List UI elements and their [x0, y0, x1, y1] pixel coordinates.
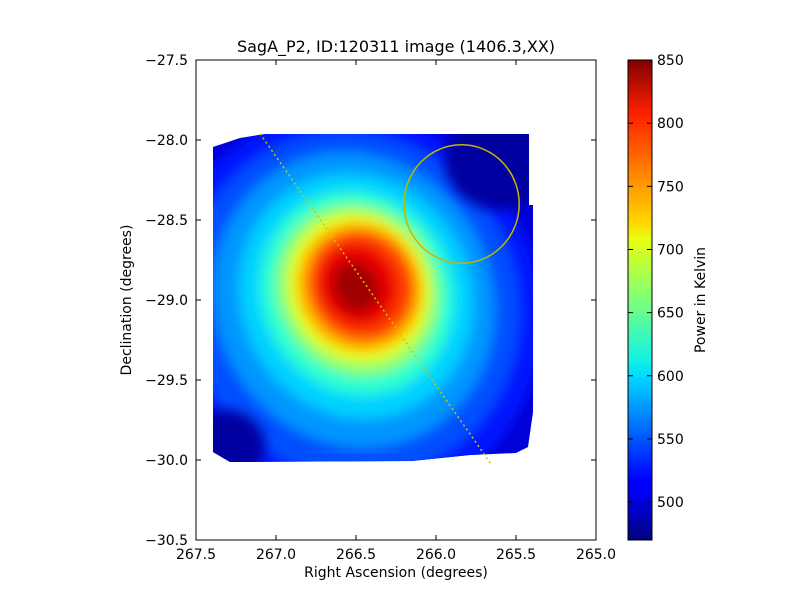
- colorbar-tick-label: 650: [657, 306, 684, 322]
- heatmap-image: [213, 134, 533, 462]
- colorbar: [627, 59, 653, 541]
- x-tick-label: 265.5: [496, 547, 536, 563]
- x-tick-label: 265.0: [576, 547, 616, 563]
- y-axis-label: Declination (degrees): [119, 225, 135, 376]
- y-tick-label: −28.0: [145, 133, 188, 149]
- colorbar-tick-label: 750: [657, 179, 684, 195]
- overlay-circle: [403, 144, 520, 264]
- x-tick-label: 266.5: [336, 547, 376, 563]
- y-tick-label: −28.5: [145, 213, 188, 229]
- y-tick-label: −30.0: [145, 453, 188, 469]
- x-axis-label: Right Ascension (degrees): [304, 565, 488, 581]
- colorbar-tick-label: 800: [657, 116, 684, 132]
- x-tick-label: 266.0: [416, 547, 456, 563]
- x-tick-label: 267.5: [176, 547, 216, 563]
- colorbar-label: Power in Kelvin: [693, 247, 709, 353]
- y-axis-ticks: −27.5 −28.0 −28.5 −29.0 −29.5 −30.0 −30.5: [145, 53, 596, 549]
- colorbar-tick-label: 600: [657, 369, 684, 385]
- x-axis-ticks: 267.5 267.0 266.5 266.0 265.5 265.0: [176, 60, 616, 563]
- x-tick-label: 267.0: [256, 547, 296, 563]
- colorbar-tick-label: 850: [657, 53, 684, 69]
- y-tick-label: −29.0: [145, 293, 188, 309]
- y-tick-label: −27.5: [145, 53, 188, 69]
- overlay-dotted-line: [259, 133, 492, 464]
- dark-corner-bottom-left: [213, 410, 265, 462]
- colorbar-tick-label: 500: [657, 495, 684, 511]
- y-tick-label: −29.5: [145, 373, 188, 389]
- colorbar-tick-label: 700: [657, 242, 684, 258]
- y-tick-label: −30.5: [145, 533, 188, 549]
- chart-title: SagA_P2, ID:120311 image (1406.3,XX): [237, 37, 555, 57]
- heatmap-contours: [213, 134, 533, 462]
- colorbar-tick-label: 550: [657, 432, 684, 448]
- colorbar-ticks: 500 550 600 650 700 750 800 850: [628, 53, 684, 511]
- contour-850: [333, 261, 379, 313]
